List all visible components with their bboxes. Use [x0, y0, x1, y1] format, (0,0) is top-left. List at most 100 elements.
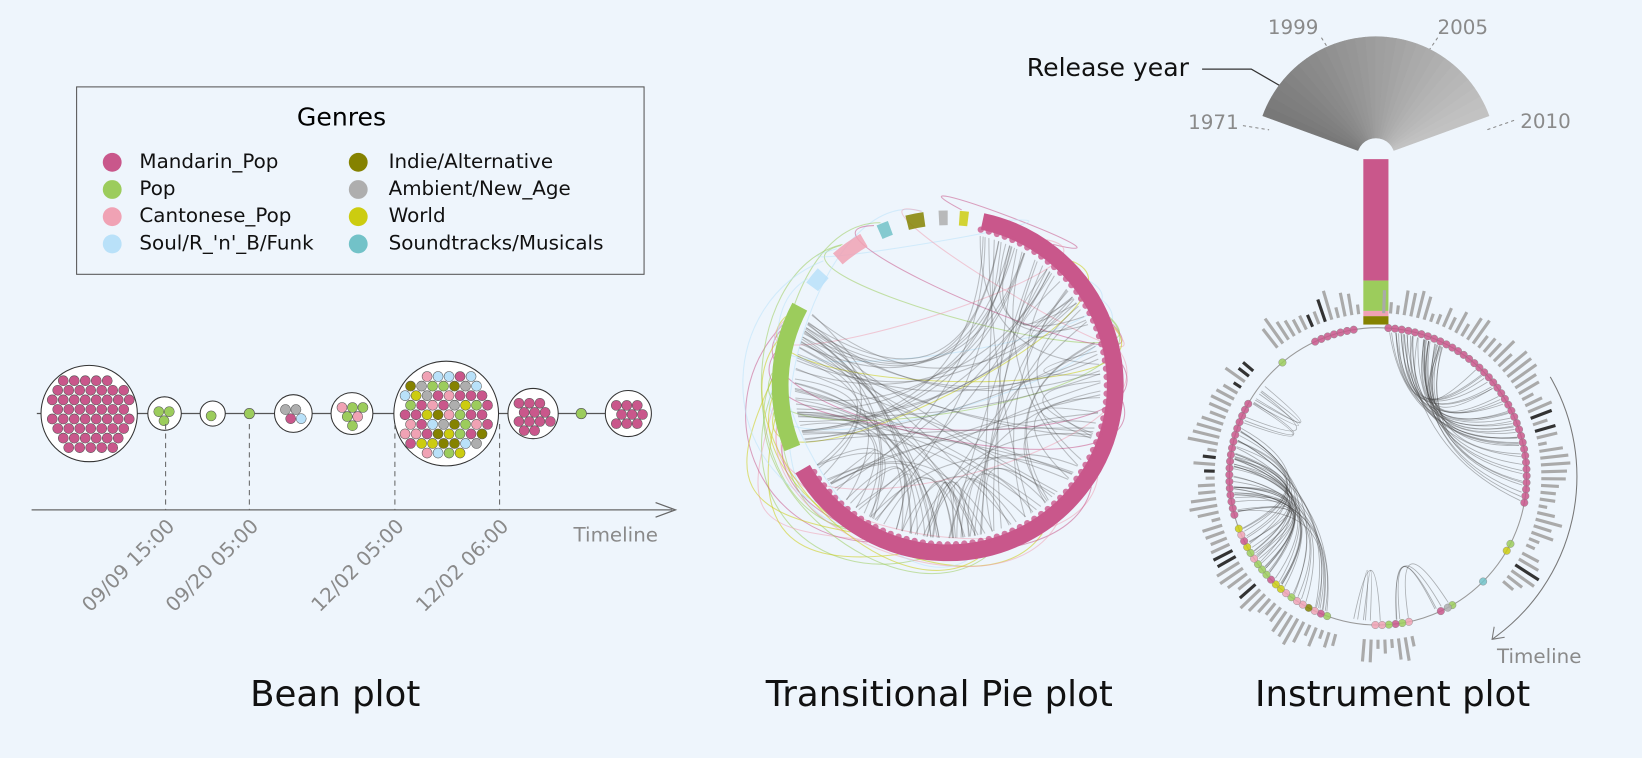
transition-chord — [1395, 333, 1488, 402]
transition-chord — [1233, 481, 1302, 585]
instrument-tick — [1283, 319, 1296, 337]
song-dot — [1276, 584, 1285, 593]
transition-chord — [795, 272, 1053, 385]
song-dot — [1250, 554, 1259, 563]
bean-dot — [205, 410, 217, 422]
song-dot — [1051, 500, 1058, 507]
song-dot — [1100, 349, 1107, 356]
transition-chord — [1426, 340, 1523, 484]
transition-chord — [1404, 563, 1449, 618]
transition-chord — [1030, 296, 1087, 339]
bean-dot — [90, 413, 102, 425]
song-dot — [1479, 577, 1488, 586]
instrument-tick — [1541, 469, 1568, 474]
song-dot — [977, 537, 984, 545]
transition-chord — [1233, 466, 1291, 552]
instrument-tick — [1435, 313, 1443, 325]
bean-dot — [405, 419, 416, 430]
instrument-tick — [1239, 588, 1262, 610]
song-dot — [1038, 510, 1045, 518]
bean-dot — [432, 409, 444, 421]
transition-chord — [797, 411, 918, 536]
instrument-tick — [1264, 602, 1277, 616]
instrument-tick — [1502, 350, 1528, 373]
song-dot — [1262, 570, 1271, 579]
transition-chord — [1429, 344, 1501, 414]
transition-chord — [926, 453, 1078, 537]
song-dot — [1051, 263, 1058, 271]
instrument-tick — [1497, 353, 1513, 368]
song-dot — [1078, 468, 1085, 476]
transition-chord — [1409, 335, 1508, 420]
transition-chord — [795, 252, 1025, 402]
transition-chord — [960, 467, 1053, 538]
release-year-label: Release year — [1027, 53, 1190, 82]
bean-dot — [438, 399, 449, 411]
instrument-tick — [1212, 549, 1234, 562]
transition-chord — [952, 481, 971, 539]
song-dot — [927, 540, 935, 547]
bean-dot — [454, 428, 466, 440]
instrument-tick — [1530, 408, 1553, 420]
transition-chord — [811, 313, 913, 534]
transition-curve — [742, 260, 824, 503]
transition-chord — [914, 432, 1093, 535]
transition-chord — [1395, 566, 1437, 620]
song-dot — [1282, 589, 1291, 598]
instrument-tick — [1514, 563, 1540, 582]
transition-chord — [979, 265, 1044, 535]
instrument-tick — [1538, 504, 1548, 509]
transition-chord — [1023, 420, 1096, 502]
instrument-tick — [1187, 436, 1219, 446]
transition-chord — [926, 481, 964, 538]
bean-dot — [465, 371, 477, 382]
instrument-tick — [1518, 557, 1540, 572]
transition-chord — [1400, 333, 1511, 423]
transition-chord — [1013, 288, 1067, 518]
bean-dot — [427, 419, 438, 430]
bean-dot — [524, 398, 535, 409]
transition-chord — [1357, 569, 1369, 621]
transition-chord — [1042, 380, 1101, 434]
bean-dot — [482, 399, 493, 411]
instrument-tick — [1226, 572, 1248, 590]
instrument-tick — [1409, 292, 1418, 317]
instrument-tick — [1525, 543, 1536, 551]
transitional-pie-plot — [742, 195, 1128, 575]
transition-chord — [1241, 428, 1291, 544]
transition-chord — [1002, 245, 1089, 333]
transition-chord — [980, 239, 995, 535]
transition-chord — [871, 473, 913, 532]
instrument-tick — [1201, 415, 1224, 426]
year-label: 1999 — [1268, 16, 1319, 39]
transition-chord — [1240, 431, 1297, 573]
year-label: 2010 — [1520, 110, 1571, 133]
song-dot — [903, 535, 910, 543]
instrument-tick — [1539, 497, 1556, 503]
song-dot — [1038, 253, 1045, 260]
transition-chord — [1412, 336, 1516, 434]
song-dot — [944, 541, 951, 548]
song-dot — [851, 510, 858, 518]
song-dot — [1001, 530, 1008, 537]
bean-dot — [410, 409, 422, 421]
transition-chord — [826, 412, 1099, 480]
legend-label: Mandarin_Pop — [139, 150, 278, 173]
transition-chord — [801, 246, 1012, 432]
bean-dot — [90, 432, 102, 444]
song-dot — [1522, 471, 1531, 480]
transition-curve — [761, 392, 921, 565]
song-dot — [1521, 492, 1530, 501]
bean-dot — [471, 399, 482, 411]
bean-dot — [74, 423, 86, 434]
instrument-tick — [1210, 536, 1228, 547]
instrument-tick — [1261, 328, 1279, 349]
instrument-tick — [1202, 523, 1223, 533]
legend-swatch — [348, 152, 368, 172]
instrument-tick — [1521, 551, 1540, 564]
transition-chord — [1024, 341, 1095, 504]
instrument-tick — [1269, 606, 1282, 623]
transition-chord — [992, 261, 1038, 532]
year-label: 1971 — [1188, 111, 1239, 134]
song-dot — [1378, 620, 1387, 629]
